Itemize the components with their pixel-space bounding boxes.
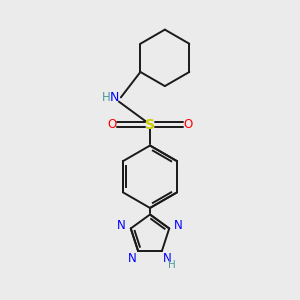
Text: N: N bbox=[117, 219, 126, 232]
Text: H: H bbox=[168, 260, 176, 270]
Text: S: S bbox=[145, 118, 155, 132]
Text: N: N bbox=[128, 252, 137, 265]
Text: N: N bbox=[163, 252, 172, 265]
Text: N: N bbox=[174, 219, 183, 232]
Text: O: O bbox=[183, 118, 193, 131]
Text: N: N bbox=[110, 92, 119, 104]
Text: O: O bbox=[107, 118, 117, 131]
Text: H: H bbox=[102, 92, 110, 104]
